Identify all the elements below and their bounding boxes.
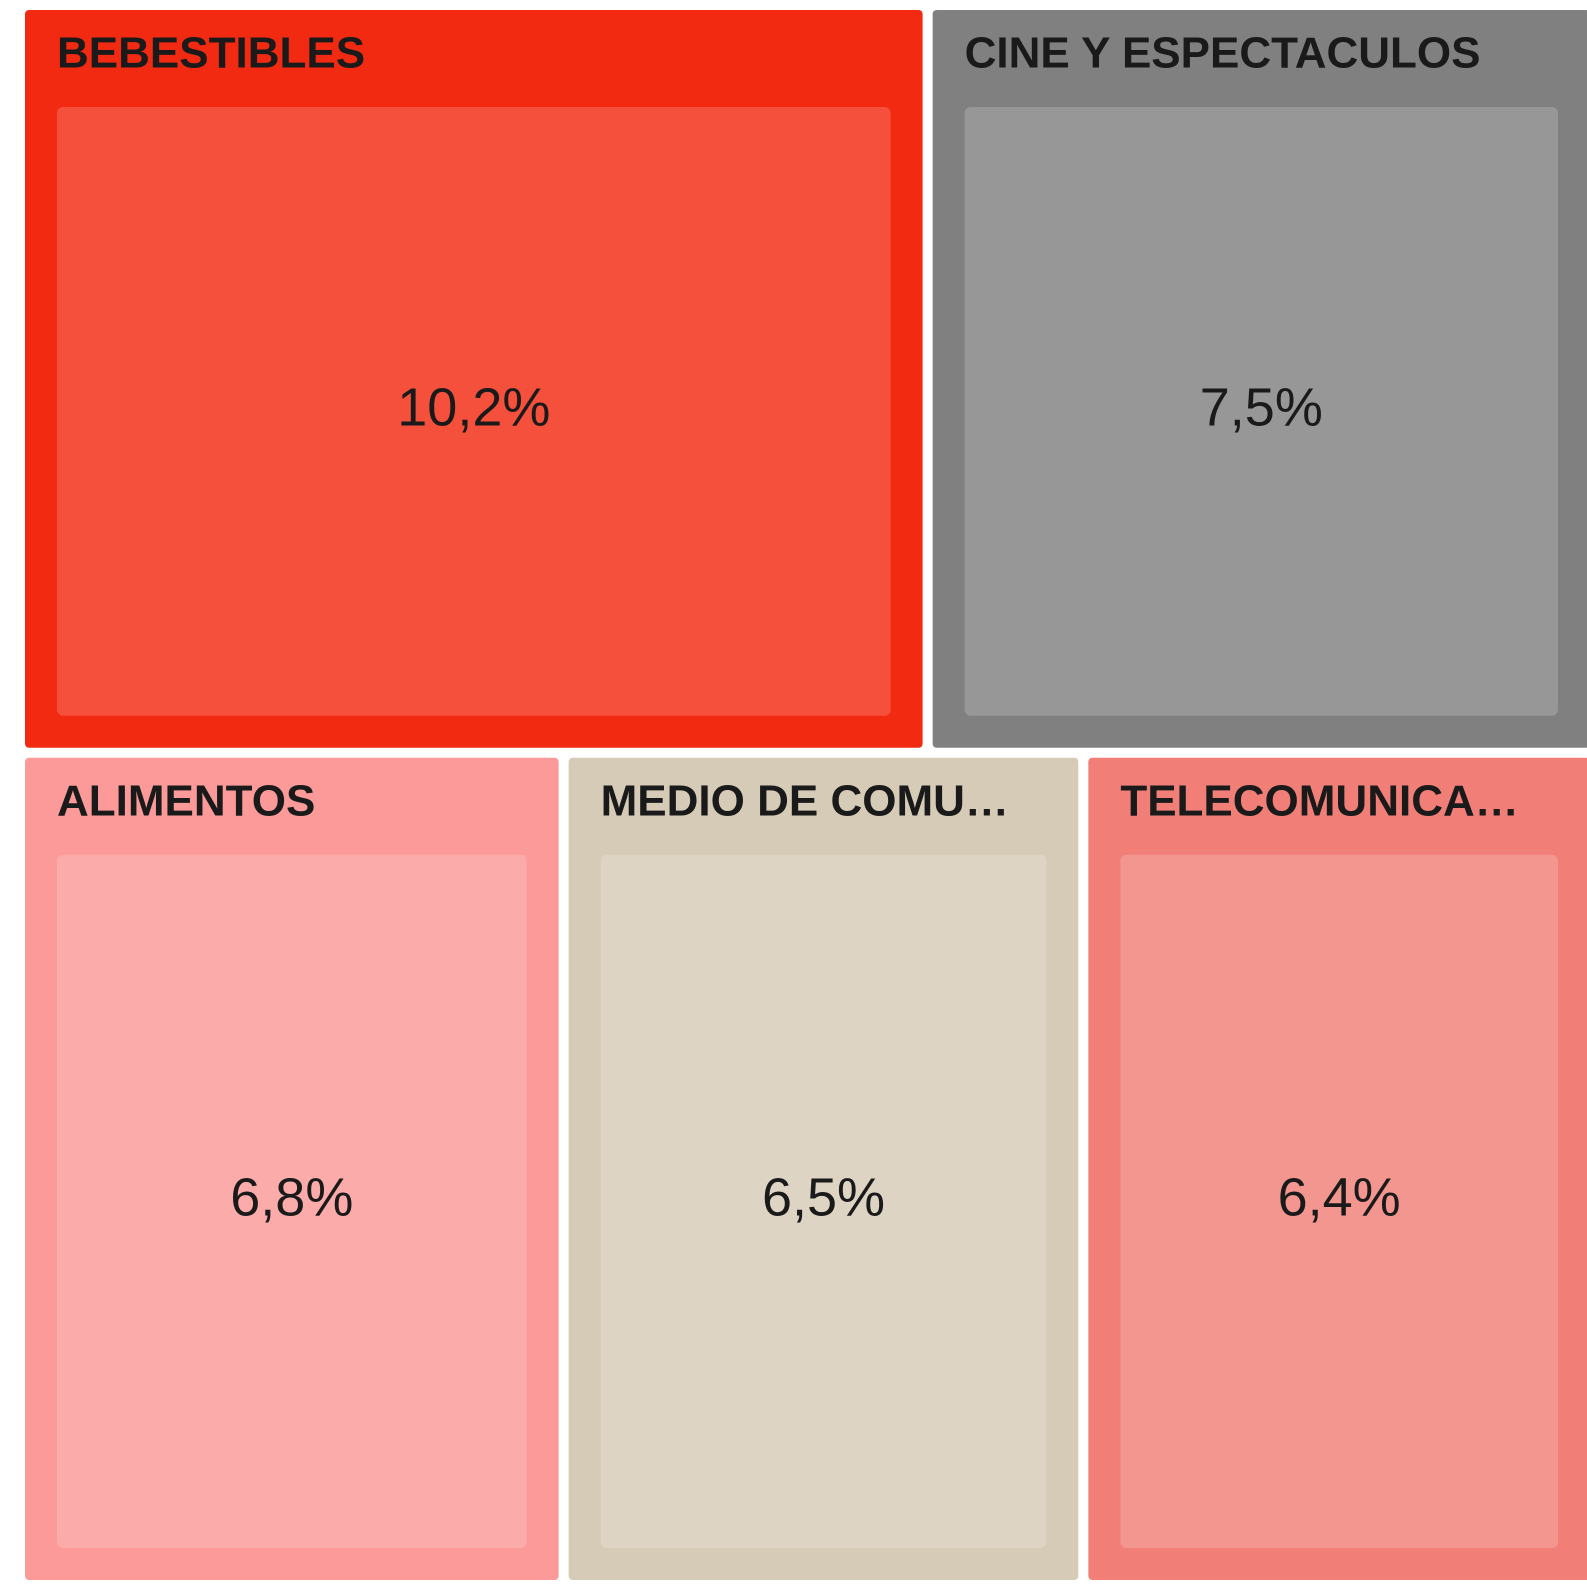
- tile-inner: [964, 107, 1558, 716]
- tile-outer: [568, 757, 1079, 1580]
- tile-category-label: BEBESTIBLES: [57, 29, 365, 78]
- treemap-tile: TELECOMUNICA… 6,4%: [1088, 757, 1587, 1580]
- treemap-tile: BEBESTIBLES 10,2%: [25, 10, 923, 748]
- tile-inner: [1120, 854, 1558, 1548]
- tile-outer: [25, 10, 923, 748]
- tile-category-label: TELECOMUNICA…: [1120, 776, 1518, 825]
- tile-value-label: 6,8%: [230, 1168, 353, 1228]
- tile-value-label: 6,4%: [1278, 1168, 1401, 1228]
- tile-outer: [25, 757, 559, 1580]
- tile-value-label: 6,5%: [762, 1168, 885, 1228]
- tile-category-label: MEDIO DE COMU…: [601, 776, 1009, 825]
- tile-outer: [932, 10, 1587, 748]
- tile-category-label: CINE Y ESPECTACULOS: [965, 29, 1481, 78]
- treemap-tile: CINE Y ESPECTACULOS 7,5%: [932, 10, 1587, 748]
- tile-category-label: ALIMENTOS: [57, 776, 315, 825]
- tile-value-label: 10,2%: [397, 378, 550, 438]
- tile-inner: [57, 854, 527, 1548]
- tile-inner: [600, 854, 1047, 1548]
- tile-value-label: 7,5%: [1200, 378, 1323, 438]
- tile-inner: [57, 107, 891, 716]
- tile-outer: [1088, 757, 1587, 1580]
- treemap-tile: ALIMENTOS 6,8%: [25, 757, 559, 1580]
- treemap-tile: MEDIO DE COMU… 6,5%: [568, 757, 1079, 1580]
